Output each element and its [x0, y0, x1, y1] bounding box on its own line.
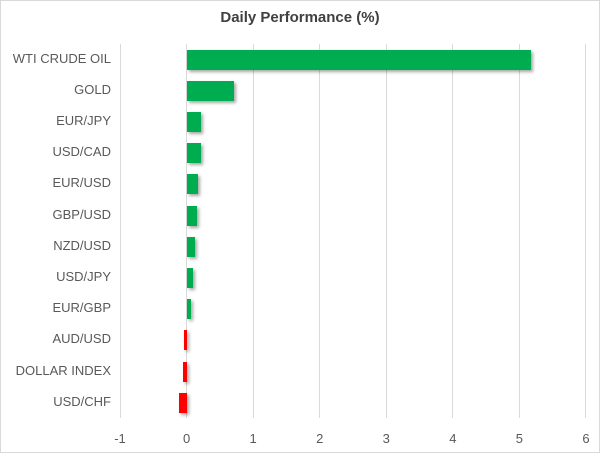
- category-label-dollar-index: DOLLAR INDEX: [15, 362, 111, 378]
- category-label-usd-jpy: USD/JPY: [56, 268, 111, 284]
- bar-nzd-usd: [186, 236, 195, 257]
- bar-wti-crude-oil: [186, 49, 532, 70]
- x-tick-label-2: 2: [316, 431, 324, 446]
- category-label-nzd-usd: NZD/USD: [53, 237, 111, 253]
- bar-usd-cad: [186, 143, 201, 164]
- gridline-x--1: [119, 44, 121, 418]
- x-tick-label-5: 5: [515, 431, 524, 446]
- x-tick-label-0: 0: [182, 431, 191, 446]
- bar-usd-chf: [178, 392, 187, 413]
- bar-eur-gbp: [186, 299, 191, 320]
- bar-eur-jpy: [186, 111, 202, 132]
- category-label-gold: GOLD: [74, 81, 111, 97]
- gridline-x-4: [452, 44, 454, 418]
- category-label-eur-usd: EUR/USD: [52, 175, 111, 191]
- chart-title: Daily Performance (%): [220, 9, 380, 26]
- category-label-aud-usd: AUD/USD: [52, 331, 111, 347]
- category-label-usd-cad: USD/CAD: [52, 144, 111, 160]
- gridline-x-0: [186, 44, 188, 418]
- bar-aud-usd: [183, 330, 187, 351]
- category-label-eur-gbp: EUR/GBP: [52, 300, 111, 316]
- bar-gbp-usd: [186, 205, 197, 226]
- x-tick-label-3: 3: [382, 431, 390, 446]
- gridline-x-3: [385, 44, 387, 418]
- bar-usd-jpy: [186, 267, 194, 288]
- bar-eur-usd: [186, 174, 198, 195]
- category-label-usd-chf: USD/CHF: [53, 393, 111, 409]
- category-label-gbp-usd: GBP/USD: [52, 206, 111, 222]
- gridline-x-6: [585, 44, 587, 418]
- bar-dollar-index: [182, 361, 187, 382]
- x-tick-label-6: 6: [582, 431, 590, 446]
- x-tick-label-4: 4: [449, 431, 457, 446]
- gridline-x-5: [518, 44, 520, 418]
- bar-gold: [186, 80, 234, 101]
- category-label-wti-crude-oil: WTI CRUDE OIL: [12, 50, 111, 66]
- gridline-x-2: [319, 44, 321, 418]
- x-tick-label--1: -1: [114, 431, 126, 446]
- x-tick-label-1: 1: [249, 431, 257, 446]
- gridline-x-1: [252, 44, 254, 418]
- category-label-eur-jpy: EUR/JPY: [56, 112, 111, 128]
